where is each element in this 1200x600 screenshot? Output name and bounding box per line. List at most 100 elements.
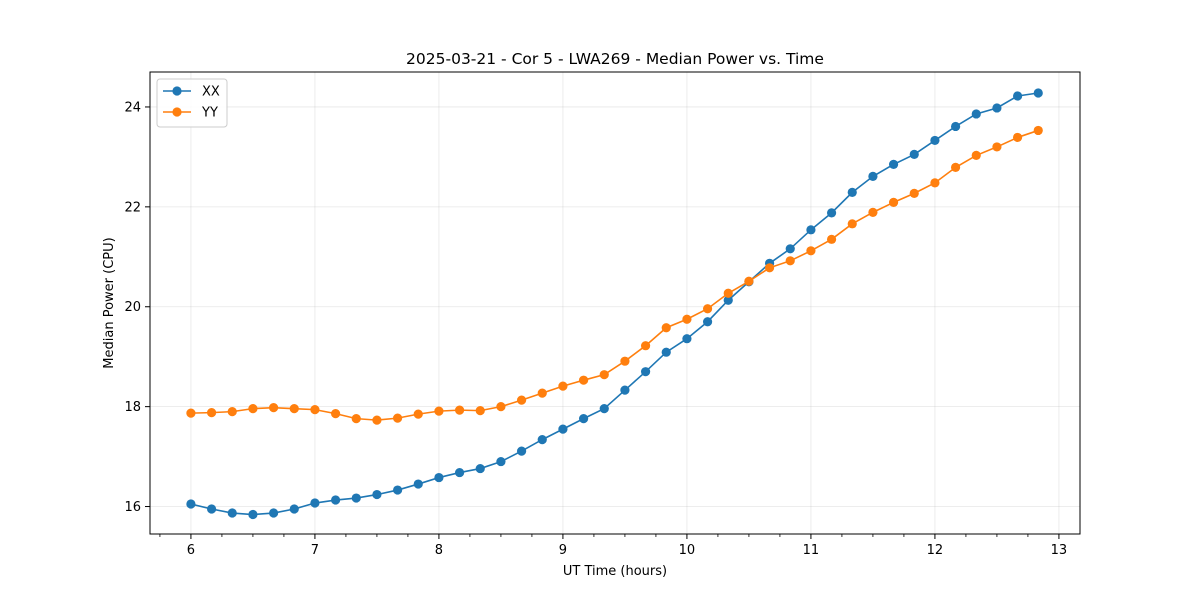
x-tick-label: 8 <box>435 543 443 558</box>
series-xx-point <box>206 504 217 514</box>
x-tick-label: 10 <box>679 543 696 558</box>
series-xx-point <box>330 495 341 505</box>
series-xx-point <box>1033 88 1043 98</box>
series-yy-point <box>537 388 547 398</box>
series-yy-point <box>434 406 444 416</box>
series-yy-point <box>888 197 899 207</box>
series-yy-point <box>992 142 1002 152</box>
series-yy-point <box>971 150 981 161</box>
x-tick-label: 12 <box>927 543 944 558</box>
series-xx-point <box>475 463 485 474</box>
series-xx-point <box>289 504 299 514</box>
series-yy-point <box>186 408 196 418</box>
x-tick-label: 13 <box>1051 543 1068 558</box>
series-xx-point <box>785 244 795 254</box>
series-yy-point <box>950 162 961 172</box>
x-tick-label: 11 <box>803 543 820 558</box>
series-xx-point <box>620 385 630 395</box>
series-xx-point <box>413 479 423 489</box>
series-xx-point <box>971 109 981 119</box>
series-yy-point <box>351 414 361 424</box>
series-yy-point <box>206 408 217 418</box>
series-xx-point <box>992 103 1002 113</box>
series-xx-point <box>351 493 361 503</box>
series-xx-point <box>847 187 857 197</box>
series-yy-point <box>744 276 754 286</box>
series-xx-point <box>661 347 671 357</box>
series-xx-point <box>186 499 196 509</box>
y-axis-label: Median Power (CPU) <box>102 237 117 368</box>
series-xx-point <box>909 149 919 160</box>
legend-xx-label: XX <box>202 85 220 100</box>
series-yy-point <box>413 409 423 419</box>
series-yy-point <box>640 341 651 351</box>
legend-yy-label: YY <box>201 106 218 121</box>
series-yy-point <box>620 356 630 366</box>
series-yy-point <box>268 403 279 413</box>
series-xx-point <box>516 446 527 456</box>
series-xx-point <box>434 472 444 483</box>
series-yy-point <box>392 413 403 423</box>
series-yy-point <box>310 405 320 415</box>
chart-title: 2025-03-21 - Cor 5 - LWA269 - Median Pow… <box>406 50 824 68</box>
series-yy-point <box>806 246 816 256</box>
series-xx-point <box>310 498 320 508</box>
series-xx-point <box>578 414 589 424</box>
series-layer <box>186 88 1043 520</box>
series-yy-point <box>702 304 713 314</box>
series-yy-point <box>372 415 382 425</box>
y-tick-label: 20 <box>124 300 141 315</box>
y-tick-label: 24 <box>124 100 141 115</box>
series-xx-point <box>806 225 816 235</box>
series-xx-point <box>1012 91 1023 101</box>
series-yy-point <box>868 207 878 217</box>
series-xx-point <box>454 467 465 478</box>
x-tick-label: 7 <box>311 543 319 558</box>
x-tick-label: 9 <box>559 543 567 558</box>
series-yy-point <box>909 188 919 198</box>
series-xx-point <box>392 485 403 495</box>
series-yy-point <box>847 219 857 229</box>
series-yy-point <box>785 256 795 266</box>
series-yy-point <box>826 234 837 244</box>
series-yy-point <box>558 381 568 391</box>
series-yy-point <box>454 405 465 415</box>
series-yy-point <box>661 323 671 333</box>
series-xx-point <box>868 171 878 181</box>
plot-frame <box>149 71 1081 535</box>
series-yy-point <box>227 407 237 417</box>
series-xx-point <box>826 208 837 218</box>
series-xx-point <box>599 404 609 414</box>
series-yy-point <box>289 404 299 414</box>
series-yy-point <box>248 404 258 414</box>
x-tick-label: 6 <box>187 543 195 558</box>
series-xx-point <box>372 489 382 500</box>
series-xx-point <box>682 334 692 344</box>
series-yy-point <box>723 288 733 298</box>
series-xx-point <box>558 424 568 434</box>
series-xx-point <box>248 509 258 520</box>
series-yy-point <box>1012 132 1023 143</box>
series-xx-point <box>950 121 961 132</box>
series-yy-point <box>496 402 506 412</box>
series-yy-point <box>578 375 589 385</box>
series-yy-point <box>930 178 940 188</box>
series-xx-point <box>702 317 713 327</box>
x-axis-label: UT Time (hours) <box>563 564 667 579</box>
series-xx-point <box>537 435 547 445</box>
series-yy-point <box>516 395 527 405</box>
legend: XX YY <box>156 78 228 128</box>
series-yy-point <box>1033 125 1043 136</box>
legend-xx-marker <box>172 86 182 96</box>
series-yy-point <box>764 263 775 273</box>
y-tick-label: 22 <box>124 200 141 215</box>
series-xx-point <box>640 367 651 377</box>
legend-yy-marker <box>172 107 182 117</box>
series-xx-point <box>268 508 279 518</box>
axes: 6 7 8 9 10 11 12 13 16 18 20 22 24 <box>124 100 1067 558</box>
series-xx-point <box>723 295 733 305</box>
series-yy-point <box>475 406 485 416</box>
series-yy-point <box>599 370 609 380</box>
series-xx-point <box>888 159 899 169</box>
